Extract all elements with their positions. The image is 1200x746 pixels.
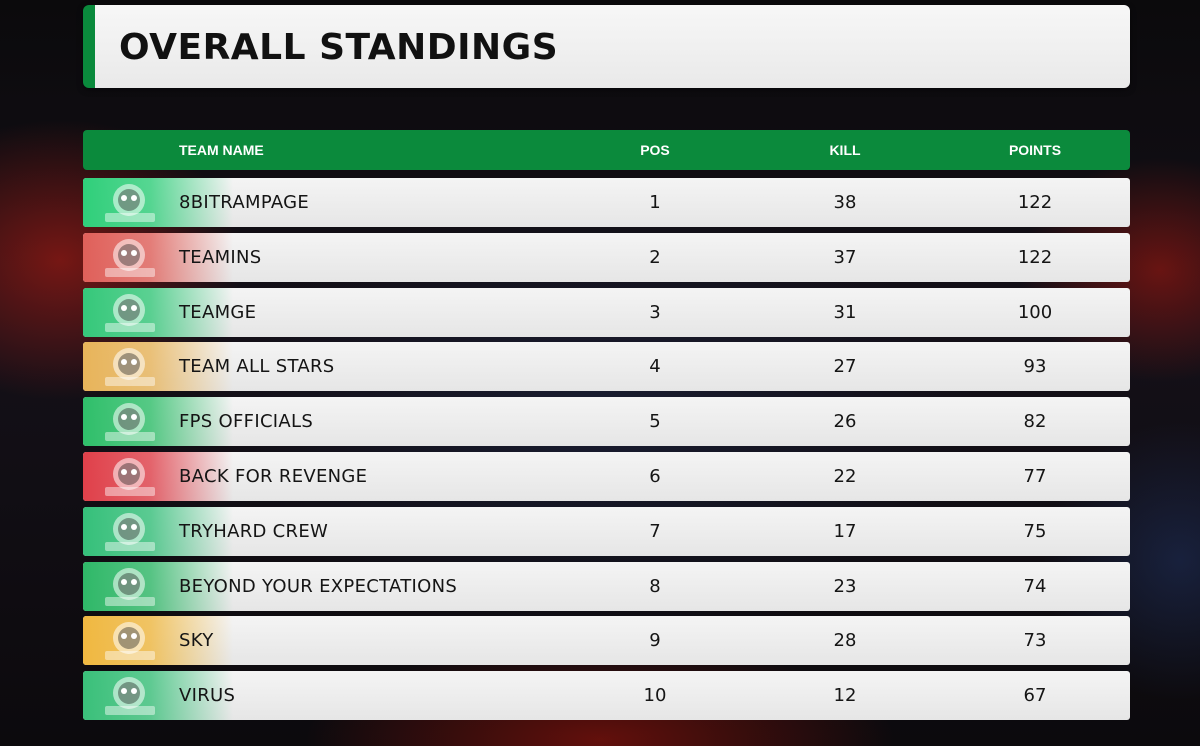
face-logo-icon [105, 512, 155, 551]
team-pos: 6 [649, 465, 661, 487]
spiky-logo-icon [105, 677, 155, 716]
skull-logo-icon [105, 293, 155, 332]
table-header: TEAM NAME POS KILL POINTS [83, 130, 1130, 170]
hooded-logo-icon [105, 567, 155, 606]
team-points: 73 [1023, 630, 1047, 652]
header-pos: POS [640, 142, 670, 158]
team-points: 67 [1023, 685, 1047, 707]
team-kill: 17 [833, 520, 857, 542]
team-pos: 5 [649, 411, 661, 433]
team-name: TRYHARD CREW [179, 520, 329, 542]
team-kill: 23 [833, 575, 857, 597]
header-points: POINTS [1008, 142, 1062, 158]
team-kill: 31 [833, 301, 857, 323]
skull-logo-icon [105, 184, 155, 222]
team-name: SKY [179, 630, 214, 652]
hooded-logo-icon [105, 403, 155, 442]
team-pos: 4 [649, 356, 661, 378]
standings-table: 8BITRAMPAGE 1 38 122 TEAMINS 2 37 122 TEAMGE 3 31 1… [83, 178, 1130, 726]
team-points: 75 [1023, 520, 1047, 542]
team-points: 74 [1023, 575, 1047, 597]
table-row: VIRUS 10 12 67 [83, 671, 1130, 721]
team-accent-glow [83, 506, 233, 556]
team-accent-glow [83, 671, 233, 721]
table-row: BACK FOR REVENGE 6 22 77 [83, 451, 1130, 501]
team-accent-glow [83, 397, 233, 447]
team-name: BACK FOR REVENGE [179, 465, 368, 487]
team-name: FPS OFFICIALS [179, 411, 314, 433]
team-kill: 38 [833, 192, 857, 213]
title-bar: OVERALL STANDINGS [83, 5, 1130, 88]
table-row: FPS OFFICIALS 5 26 82 [83, 397, 1130, 447]
page-title: OVERALL STANDINGS [119, 27, 559, 68]
team-pos: 3 [649, 301, 661, 323]
team-name: VIRUS [179, 685, 236, 707]
team-kill: 27 [833, 356, 857, 378]
team-points: 100 [1017, 301, 1053, 323]
ninja-logo-icon [105, 457, 155, 496]
team-pos: 1 [649, 192, 661, 213]
team-points: 77 [1023, 465, 1047, 487]
team-accent-glow [83, 232, 233, 282]
team-accent-glow [83, 561, 233, 611]
table-row: TEAM ALL STARS 4 27 93 [83, 342, 1130, 392]
team-accent-glow [83, 616, 233, 666]
team-pos: 8 [649, 575, 661, 597]
team-pos: 7 [649, 520, 661, 542]
header-team-name: TEAM NAME [179, 142, 264, 158]
table-row: TEAMGE 3 31 100 [83, 287, 1130, 337]
team-kill: 26 [833, 411, 857, 433]
team-accent-glow [83, 178, 233, 227]
team-kill: 28 [833, 630, 857, 652]
wolf-logo-icon [105, 348, 155, 387]
team-kill: 37 [833, 246, 857, 268]
team-name: TEAMGE [179, 301, 257, 323]
team-pos: 2 [649, 246, 661, 268]
team-points: 122 [1017, 246, 1053, 268]
helmet-logo-icon [105, 238, 155, 277]
header-kill: KILL [829, 142, 861, 158]
team-points: 82 [1023, 411, 1047, 433]
team-accent-glow [83, 451, 233, 501]
team-pos: 9 [649, 630, 661, 652]
team-accent-glow [83, 342, 233, 392]
team-kill: 12 [833, 685, 857, 707]
team-name: 8BITRAMPAGE [179, 192, 310, 213]
team-name: BEYOND YOUR EXPECTATIONS [179, 575, 458, 597]
team-points: 93 [1023, 356, 1047, 378]
table-row: TEAMINS 2 37 122 [83, 232, 1130, 282]
team-accent-glow [83, 287, 233, 337]
team-points: 122 [1017, 192, 1053, 213]
table-row: BEYOND YOUR EXPECTATIONS 8 23 74 [83, 561, 1130, 611]
team-name: TEAM ALL STARS [179, 356, 335, 378]
table-row: 8BITRAMPAGE 1 38 122 [83, 178, 1130, 227]
team-name: TEAMINS [179, 246, 262, 268]
table-row: SKY 9 28 73 [83, 616, 1130, 666]
table-row: TRYHARD CREW 7 17 75 [83, 506, 1130, 556]
soldier-logo-icon [105, 622, 155, 661]
team-kill: 22 [833, 465, 857, 487]
team-pos: 10 [643, 685, 667, 707]
